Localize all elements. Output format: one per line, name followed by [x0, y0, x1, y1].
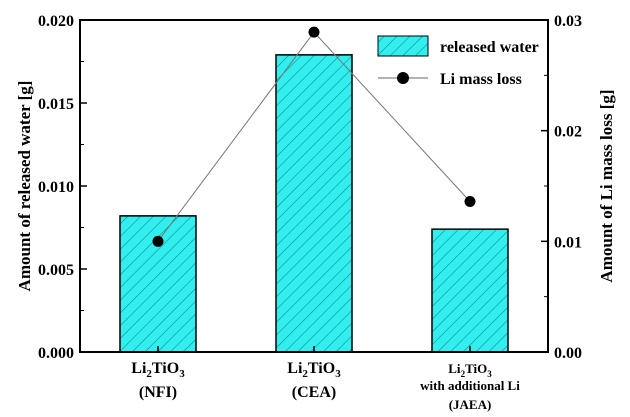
category-sub-label-2: (JAEA) [449, 397, 492, 412]
left-tick-label: 0.010 [38, 179, 74, 196]
legend-marker-li-mass-loss [397, 72, 409, 84]
x-category-label-2: Li2TiO3 (CEA) [287, 360, 341, 401]
point-li-mass-loss-3 [464, 195, 476, 207]
left-axis: 0.000 0.005 0.010 0.015 0.020 [38, 13, 87, 362]
category-formula: Li2TiO3 [131, 360, 185, 380]
right-tick-label: 0.01 [554, 234, 582, 251]
x-category-label-1: Li2TiO3 (NFI) [131, 360, 185, 401]
bar-released-water-3 [431, 228, 509, 353]
right-axis-title: Amount of Li mass loss [g] [597, 89, 616, 282]
left-tick-label: 0.020 [38, 13, 74, 30]
left-tick-label: 0.015 [38, 96, 74, 113]
legend-label-released-water: released water [440, 39, 539, 56]
category-sub-label: with additional Li [420, 378, 520, 393]
right-tick-label: 0.02 [554, 124, 582, 141]
bar-released-water-2 [275, 54, 353, 353]
legend-label-li-mass-loss: Li mass loss [440, 71, 522, 88]
point-li-mass-loss-1 [152, 235, 164, 247]
right-tick-label: 0.00 [554, 345, 582, 362]
legend: released water Li mass loss [377, 35, 539, 88]
category-formula: Li2TiO3 [448, 361, 492, 379]
right-tick-label: 0.03 [554, 13, 582, 30]
category-sub-label: (NFI) [139, 384, 177, 401]
category-formula: Li2TiO3 [287, 360, 341, 380]
legend-swatch-released-water [377, 35, 429, 57]
line-layer [152, 26, 476, 247]
left-tick-label: 0.000 [38, 345, 74, 362]
right-axis: 0.00 0.01 0.02 0.03 [541, 13, 582, 362]
left-axis-title: Amount of released water [g] [15, 81, 34, 292]
category-sub-label: (CEA) [292, 384, 336, 401]
bars-layer [119, 54, 509, 353]
point-li-mass-loss-2 [308, 26, 320, 38]
left-tick-label: 0.005 [38, 262, 74, 279]
